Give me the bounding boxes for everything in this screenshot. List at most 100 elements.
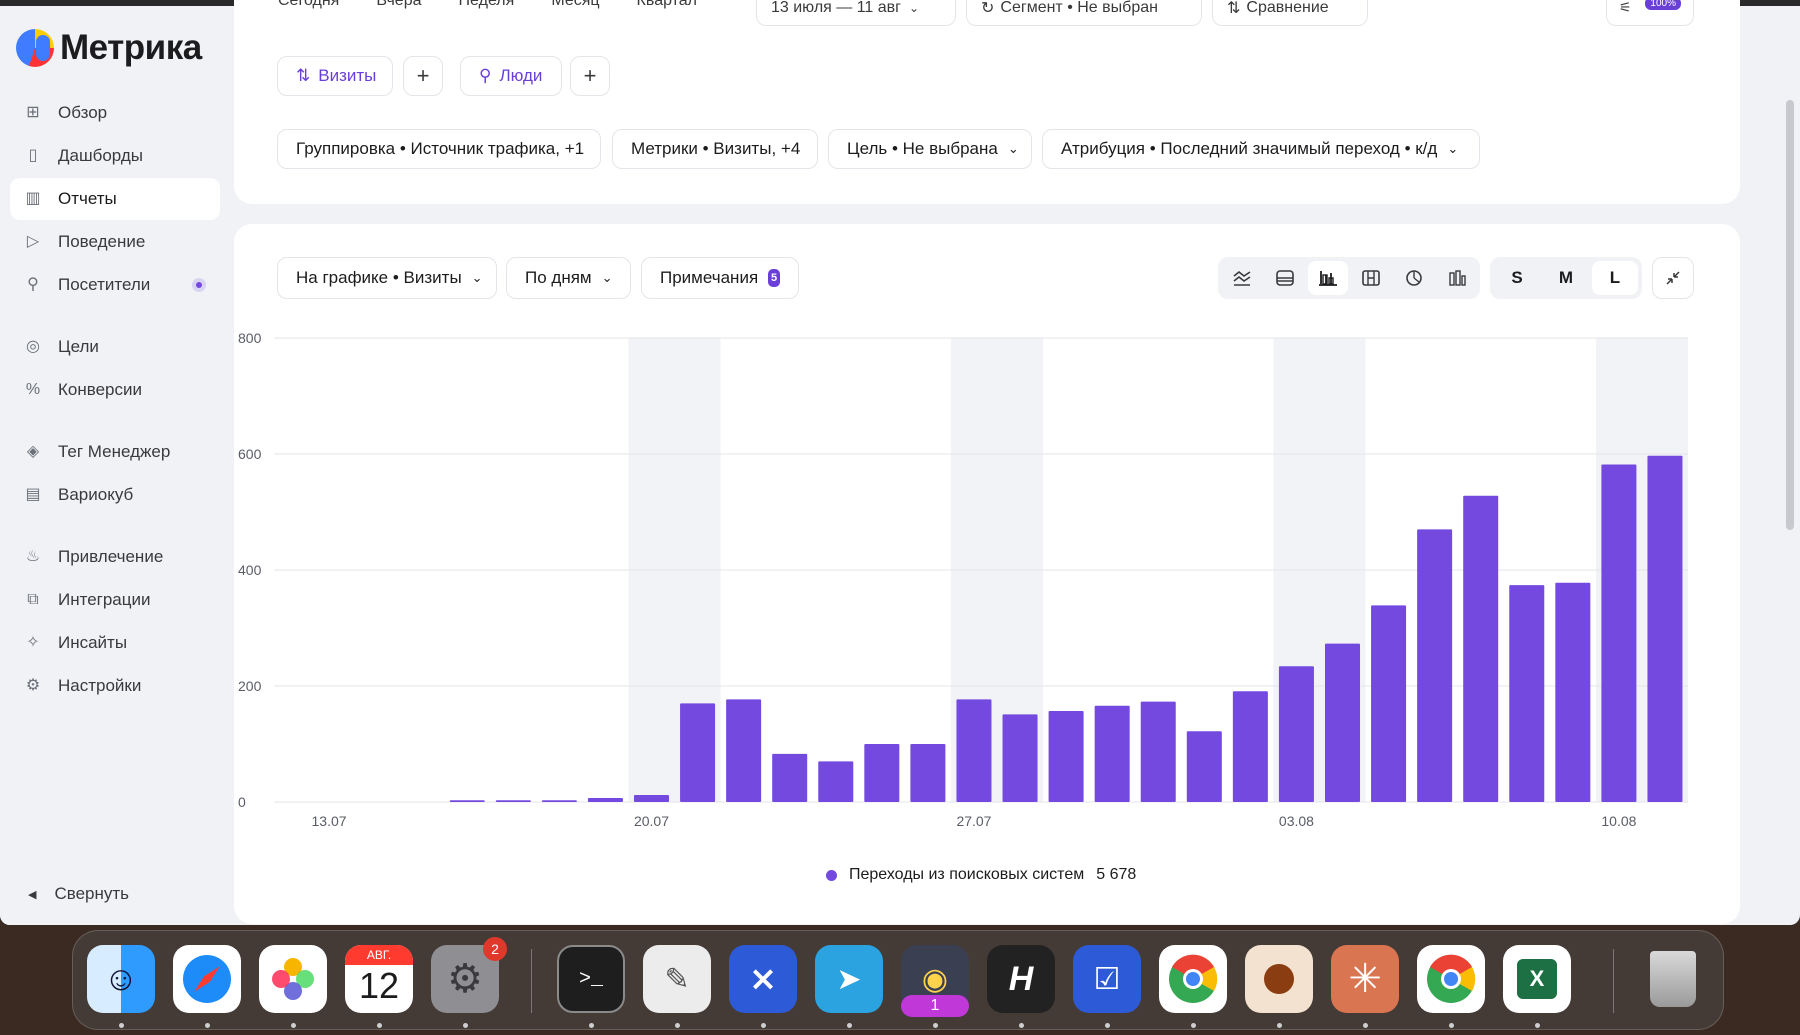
- xcode-like-icon[interactable]: ⨯: [729, 945, 797, 1013]
- chart-bar[interactable]: [1094, 705, 1130, 802]
- sidebar-item-label: Обзор: [58, 103, 108, 122]
- chart-bar[interactable]: [1186, 731, 1222, 802]
- chart-bar[interactable]: [864, 744, 900, 802]
- sidebar-item-percent[interactable]: % Конверсии: [10, 369, 220, 411]
- sidebar-item-tag-manager[interactable]: ◈ Тег Менеджер: [10, 431, 220, 473]
- sidebar-item-variocube[interactable]: ▤ Вариокуб: [10, 474, 220, 516]
- tab-week[interactable]: Неделя: [458, 0, 515, 9]
- chart-bar[interactable]: [1647, 455, 1683, 802]
- tab-today[interactable]: Сегодня: [278, 0, 340, 9]
- chrome-icon[interactable]: [1159, 945, 1227, 1013]
- sidebar-item-dashboards[interactable]: ▯ Дашборды: [10, 135, 220, 177]
- column-chart-button[interactable]: [1437, 261, 1477, 295]
- terminal-icon[interactable]: >_: [557, 945, 625, 1013]
- chart-bar[interactable]: [818, 761, 854, 802]
- chart-bar[interactable]: [1463, 495, 1499, 802]
- sidebar-item-play[interactable]: ▷ Поведение: [10, 221, 220, 263]
- chart-bar[interactable]: [541, 800, 577, 802]
- collapse-chart-button[interactable]: [1652, 257, 1694, 299]
- sidebar-item-gear[interactable]: ⚙ Настройки: [10, 665, 220, 707]
- chart-bar[interactable]: [1417, 529, 1453, 802]
- compare-selector[interactable]: ⇅ Сравнение: [1212, 0, 1368, 26]
- bar-chart-button[interactable]: [1308, 261, 1348, 295]
- gear-icon: ⚙: [25, 677, 41, 694]
- caret-left-icon: ◀: [28, 888, 37, 901]
- chart-bar[interactable]: [1601, 464, 1637, 802]
- attribution-selector[interactable]: Атрибуция • Последний значимый переход •…: [1042, 129, 1480, 169]
- date-range-picker[interactable]: 13 июля — 11 авг ⌄: [756, 0, 956, 26]
- sidebar-item-target[interactable]: ◎ Цели: [10, 326, 220, 368]
- trash-icon[interactable]: [1639, 945, 1707, 1013]
- page-scrollbar[interactable]: [1786, 100, 1794, 530]
- people-button[interactable]: ⚲ Люди: [460, 56, 562, 96]
- running-indicator: [761, 1023, 766, 1028]
- script-editor-icon[interactable]: ✎: [643, 945, 711, 1013]
- size-l-button[interactable]: L: [1592, 261, 1638, 295]
- sidebar-item-insights[interactable]: ✧ Инсайты: [10, 622, 220, 664]
- chart-bar[interactable]: [1324, 643, 1361, 802]
- chart-bar[interactable]: [1002, 714, 1038, 802]
- bar-chart-icon: [1319, 271, 1337, 286]
- chart-bar[interactable]: [1371, 605, 1407, 802]
- excel-icon[interactable]: X: [1503, 945, 1571, 1013]
- chart-bar[interactable]: [1232, 691, 1268, 802]
- chart-bar[interactable]: [495, 800, 531, 802]
- sidebar-item-grid[interactable]: ⊞ Обзор: [10, 92, 220, 134]
- collapse-sidebar-button[interactable]: ◀ Свернуть: [28, 884, 129, 904]
- line-chart-button[interactable]: [1222, 261, 1262, 295]
- grouping-selector[interactable]: Группировка • Источник трафика, +1: [277, 129, 601, 169]
- chart-bar[interactable]: [956, 699, 992, 802]
- visits-button[interactable]: ⇅ Визиты: [277, 56, 393, 96]
- chart-bar[interactable]: [772, 753, 808, 802]
- tab-yesterday[interactable]: Вчера: [376, 0, 422, 9]
- legend-total: 5 678: [1096, 866, 1137, 883]
- claude-icon[interactable]: ✳: [1331, 945, 1399, 1013]
- chrome-icon-2[interactable]: [1417, 945, 1485, 1013]
- table-chart-button[interactable]: [1351, 261, 1391, 295]
- ball-app-icon[interactable]: [1245, 945, 1313, 1013]
- notes-count-badge: 5: [768, 269, 780, 287]
- pie-chart-button[interactable]: [1394, 261, 1434, 295]
- chart-bar[interactable]: [1048, 710, 1084, 802]
- chart-bar[interactable]: [1509, 585, 1545, 802]
- chart-bar[interactable]: [587, 797, 623, 802]
- chart-bar[interactable]: [726, 699, 762, 802]
- chart-bar[interactable]: [633, 795, 670, 802]
- finder-icon[interactable]: ☺: [87, 945, 155, 1013]
- notes-button[interactable]: Примечания 5: [641, 257, 799, 299]
- telegram-icon[interactable]: ➤: [815, 945, 883, 1013]
- detail-selector[interactable]: По дням ⌄: [506, 257, 631, 299]
- tab-quarter[interactable]: Квартал: [636, 0, 698, 9]
- add-people-filter-button[interactable]: +: [570, 56, 610, 96]
- chart-metric-selector[interactable]: На графике • Визиты ⌄: [277, 257, 497, 299]
- refresh-icon: ↻: [981, 0, 995, 17]
- safari-icon[interactable]: [173, 945, 241, 1013]
- tab-month[interactable]: Месяц: [551, 0, 600, 9]
- sidebar-item-reports[interactable]: ▥ Отчеты: [10, 178, 220, 220]
- sidebar-item-flame[interactable]: ♨ Привлечение: [10, 536, 220, 578]
- segment-selector[interactable]: ↻ Сегмент • Не выбран: [966, 0, 1202, 26]
- chart-bar[interactable]: [1278, 666, 1314, 802]
- photos-icon[interactable]: [259, 945, 327, 1013]
- calendar-icon[interactable]: АВГ. 12: [345, 945, 413, 1013]
- hypeterm-icon[interactable]: H: [987, 945, 1055, 1013]
- add-visits-filter-button[interactable]: +: [403, 56, 443, 96]
- chart-legend[interactable]: Переходы из поисковых систем 5 678: [826, 866, 1136, 884]
- chart-bar[interactable]: [910, 744, 946, 802]
- chart-bar[interactable]: [1140, 701, 1176, 802]
- system-settings-icon[interactable]: ⚙ 2: [431, 937, 507, 1013]
- area-chart-button[interactable]: [1265, 261, 1305, 295]
- chrome-canary-icon[interactable]: ◉ 1: [901, 945, 969, 1017]
- scale-control[interactable]: ⚟ 100%: [1606, 0, 1694, 26]
- chart-bar[interactable]: [680, 703, 716, 802]
- metrics-selector[interactable]: Метрики • Визиты, +4: [612, 129, 818, 169]
- sidebar-item-puzzle[interactable]: ⧉ Интеграции: [10, 579, 220, 621]
- chart-bar[interactable]: [449, 800, 485, 802]
- tasks-icon[interactable]: ☑: [1073, 945, 1141, 1013]
- sidebar-item-person[interactable]: ⚲ Посетители: [10, 264, 220, 306]
- size-s-button[interactable]: S: [1511, 268, 1523, 287]
- chart-bar[interactable]: [1555, 582, 1591, 802]
- metrika-logo[interactable]: Метрика: [16, 28, 202, 68]
- size-m-button[interactable]: M: [1558, 268, 1574, 287]
- goal-selector[interactable]: Цель • Не выбрана ⌄: [828, 129, 1032, 169]
